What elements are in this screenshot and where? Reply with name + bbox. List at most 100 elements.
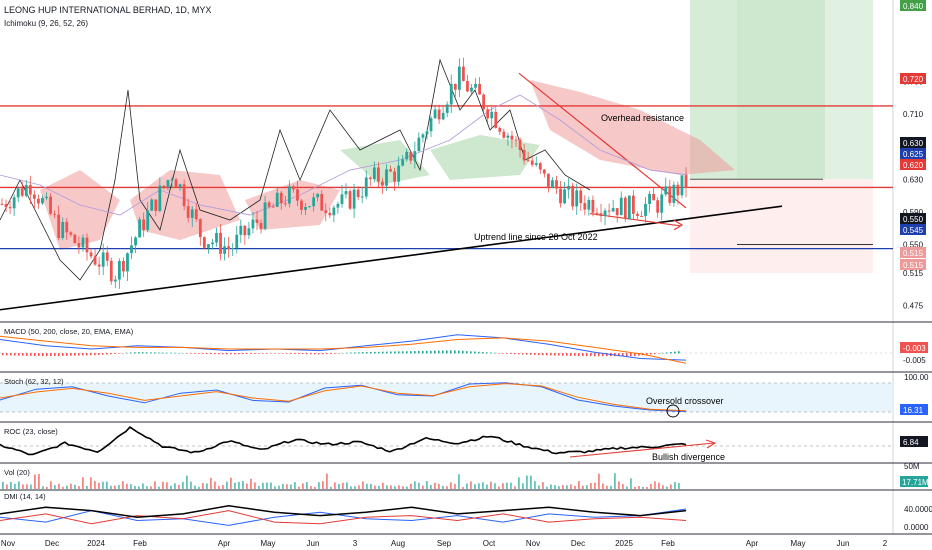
candle-body xyxy=(437,109,441,120)
volume-bar xyxy=(166,482,168,489)
volume-bar xyxy=(550,484,552,489)
macd-histogram-bar xyxy=(454,350,456,354)
macd-histogram-bar xyxy=(122,353,124,354)
price-tag-label: 0.515 xyxy=(903,261,924,270)
macd-histogram-bar xyxy=(550,353,552,356)
volume-bar xyxy=(6,484,8,489)
volume-bar xyxy=(206,483,208,489)
macd-histogram-bar xyxy=(414,351,416,354)
macd-histogram-bar xyxy=(418,350,420,354)
volume-bar xyxy=(562,485,564,489)
cloud-segment xyxy=(530,80,735,175)
candle-body xyxy=(522,149,526,161)
candle-body xyxy=(0,203,4,205)
macd-histogram-bar xyxy=(362,352,364,354)
volume-bar xyxy=(18,481,20,489)
macd-histogram-bar xyxy=(178,352,180,354)
macd-histogram-bar xyxy=(546,353,548,356)
candle-body xyxy=(441,112,445,120)
candle-body xyxy=(623,197,627,220)
candle-body xyxy=(393,171,396,182)
volume-bar xyxy=(414,481,416,489)
candle-body xyxy=(69,232,73,235)
candle-body xyxy=(231,247,235,250)
candle-body xyxy=(534,163,538,165)
macd-histogram-bar xyxy=(310,353,312,355)
candle-body xyxy=(101,252,105,267)
candle-body xyxy=(170,179,174,181)
candle-body xyxy=(263,202,267,229)
candle-body xyxy=(4,204,8,208)
price-tag-label: 0.840 xyxy=(903,2,924,11)
candle-body xyxy=(526,160,530,162)
macd-histogram-bar xyxy=(606,353,608,357)
price-tag-label: 0.515 xyxy=(903,249,924,258)
candle-body xyxy=(494,111,498,128)
candle-body xyxy=(583,203,587,210)
macd-histogram-bar xyxy=(658,353,660,354)
candle-body xyxy=(672,184,676,203)
price-tag xyxy=(900,0,926,11)
volume-bar xyxy=(38,474,40,489)
macd-histogram-bar xyxy=(554,353,556,356)
candle-body xyxy=(348,191,352,209)
macd-histogram-bar xyxy=(98,353,100,355)
candle-body xyxy=(559,188,562,204)
volume-bar xyxy=(246,483,248,489)
volume-bar xyxy=(138,486,140,489)
candle-body xyxy=(482,94,486,110)
macd-histogram-bar xyxy=(490,352,492,354)
stoch-axis-100: 100.00 xyxy=(904,373,929,382)
macd-histogram-bar xyxy=(222,353,224,355)
candle-body xyxy=(190,209,194,218)
volume-bar xyxy=(394,486,396,489)
volume-bar xyxy=(366,483,368,489)
volume-bar xyxy=(350,486,352,489)
volume-bar xyxy=(662,485,664,489)
volume-bar xyxy=(222,484,224,489)
macd-histogram-bar xyxy=(294,353,296,354)
candle-body xyxy=(89,252,93,257)
stoch-band xyxy=(0,383,893,412)
macd-histogram-bar xyxy=(118,353,120,354)
volume-bar xyxy=(426,481,428,489)
stoch-title: Stoch (62, 32, 12) xyxy=(4,377,64,386)
candle-body xyxy=(413,151,417,161)
candle-body xyxy=(684,175,688,188)
candle-body xyxy=(538,163,542,170)
volume-bar xyxy=(290,484,292,489)
candle-body xyxy=(255,219,259,223)
macd-histogram-bar xyxy=(286,353,288,354)
macd-histogram-bar xyxy=(54,353,56,357)
price-tag-label: 0.545 xyxy=(903,226,924,235)
candle-body xyxy=(656,200,660,213)
candle-body xyxy=(607,210,611,212)
macd-histogram-bar xyxy=(462,350,464,354)
volume-bar xyxy=(554,485,556,489)
macd-histogram-bar xyxy=(190,353,192,354)
macd-histogram-bar xyxy=(662,352,664,354)
volume-bar xyxy=(14,483,16,489)
candle-body xyxy=(660,194,664,213)
volume-bar xyxy=(422,485,424,489)
macd-tag-2-text: -0.005 xyxy=(903,356,926,365)
candle-body xyxy=(352,189,356,209)
macd-histogram-bar xyxy=(470,351,472,354)
macd-histogram-bar xyxy=(314,353,316,355)
volume-bar xyxy=(470,481,472,489)
candle-body xyxy=(461,66,465,82)
candle-body xyxy=(207,244,210,248)
macd-histogram-bar xyxy=(162,352,164,354)
candle-body xyxy=(300,200,303,210)
candle-body xyxy=(591,199,595,213)
macd-histogram-bar xyxy=(194,353,196,354)
candle-body xyxy=(227,246,231,250)
candle-body xyxy=(644,203,647,217)
candle-body xyxy=(474,83,477,88)
x-axis-label: Aug xyxy=(391,539,405,548)
macd-histogram-bar xyxy=(386,351,388,354)
candle-body xyxy=(324,210,328,213)
macd-histogram-bar xyxy=(134,352,136,354)
macd-histogram-bar xyxy=(570,353,572,356)
